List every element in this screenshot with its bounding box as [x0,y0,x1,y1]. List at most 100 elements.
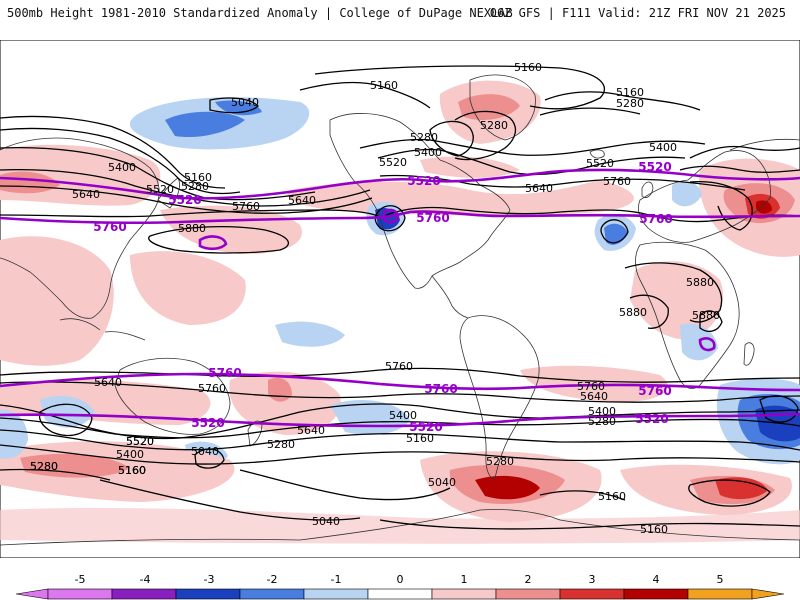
colorbar-tick: 3 [589,573,596,586]
contour-5160-right-low [759,395,799,423]
highlight-label: 5520 [407,174,440,188]
contour-5280-north [539,107,641,116]
coastline-antarctica [0,509,800,546]
highlight-contour-labels: 5520 5520 5520 5760 5760 5760 5760 5760 … [93,160,672,434]
anomaly-map: 5160 5160 5160 5280 5040 5400 5640 5520 … [0,40,800,558]
contour-label: 5280 [616,97,644,110]
contour-5280-sh [0,429,800,451]
coastline-asia [0,137,160,319]
contour-5880-africa-b [629,294,669,329]
colorbar-tick: 0 [397,573,404,586]
colorbar-swatch [559,588,625,600]
contour-label: 5040 [312,515,340,528]
contour-label: 5400 [108,161,136,174]
contour-label: 5160 [118,464,146,477]
colorbar-end-right [751,588,785,600]
contour-5280-atlantic [454,110,517,161]
contour-label: 5280 [267,438,295,451]
contour-label: 5280 [588,415,616,428]
anomaly-area [130,251,246,325]
contour-label: 5640 [94,376,122,389]
anomaly-area [275,321,345,347]
colorbar-tick: 4 [653,573,660,586]
coastline-europe [638,150,771,243]
colorbar-swatch [431,588,497,600]
contour-label: 5280 [480,119,508,132]
anomaly-area [160,205,302,255]
contour-5640-pacific [0,185,373,214]
anomaly-area [458,94,520,121]
contour-5640-na [379,174,746,191]
contour-5160-sh [0,444,800,465]
contour-5520-highlight [0,168,800,200]
contour-5400-sh [38,403,93,437]
contour-label: 5160 [370,79,398,92]
contour-5520-na [377,148,686,176]
colorbar-swatch [111,588,177,600]
anomaly-area [20,453,130,478]
contour-label: 5640 [297,424,325,437]
coastline-indonesia [59,318,146,341]
contour-5760-sh [0,367,800,383]
contour-5520-highlight-sh [0,412,800,428]
colorbar-swatch [239,588,305,600]
coastline-uk [641,181,654,198]
contour-5160-pacific [0,115,226,189]
contour-5040-sh [239,469,451,501]
contour-5160-east [544,91,701,111]
contour-label: 5160 [640,523,668,536]
contour-label: 5760 [198,382,226,395]
colorbar-tick: -5 [75,573,86,586]
highlight-label: 5520 [191,416,224,430]
colorbar-tick: 2 [525,573,532,586]
contour-label: 5400 [116,448,144,461]
colorbar-swatch [367,588,433,600]
colorbar-end-left [15,588,49,600]
contour-5640-sh [0,381,800,403]
colorbar-tick: 1 [461,573,468,586]
contour-5760-highlight [0,210,800,225]
highlight-label: 5520 [409,420,442,434]
contour-label: 5760 [603,175,631,188]
contour-label: 5400 [649,141,677,154]
highlight-label: 5760 [424,382,457,396]
contour-5880-africa-c [699,310,723,333]
contour-5160-sa [539,490,626,501]
anomaly-area [229,371,341,435]
contour-5520-europe [679,165,800,173]
contour-5160-sh-c [99,479,361,521]
colorbar-swatch [687,588,753,600]
coastline-south-america [459,315,540,479]
contour-5040-pacific [209,97,259,114]
contour-label: 5520 [126,435,154,448]
contour-label: 5880 [692,309,720,322]
contour-label: 5640 [580,390,608,403]
anomaly-area [40,396,95,428]
contour-label: 5160 [406,432,434,445]
model-run-info: 06Z GFS | F111 Valid: 21Z FRI NOV 21 202… [489,6,786,20]
colorbar-swatch [303,588,369,600]
anomaly-area [672,181,702,207]
highlight-label: 5760 [208,366,241,380]
colorbar-tick: -3 [204,573,215,586]
contour-label: 5280 [181,180,209,193]
contour-label: 5520 [379,156,407,169]
coastline-asia-east [729,138,800,151]
contour-label: 5760 [232,200,260,213]
anomaly-area [475,475,540,500]
colorbar-tick: 5 [717,573,724,586]
contour-label: 5760 [577,380,605,393]
contour-label: 5160 [616,86,644,99]
highlight-label: 5520 [638,160,671,174]
colorbar-swatch [47,588,113,600]
contour-5280-sh-right [688,479,771,507]
highlight-label: 5760 [639,212,672,226]
contour-5760-atl-low [600,219,629,244]
colorbar-swatch [495,588,561,600]
coastline-iceland [589,149,605,159]
contour-label: 5400 [414,146,442,159]
highlight-label: 5520 [168,193,201,207]
contour-5160-north [314,65,606,110]
colorbar-ticks: -5 -4 -3 -2 -1 0 1 2 3 4 5 [75,573,724,586]
coastline-africa [635,241,740,390]
